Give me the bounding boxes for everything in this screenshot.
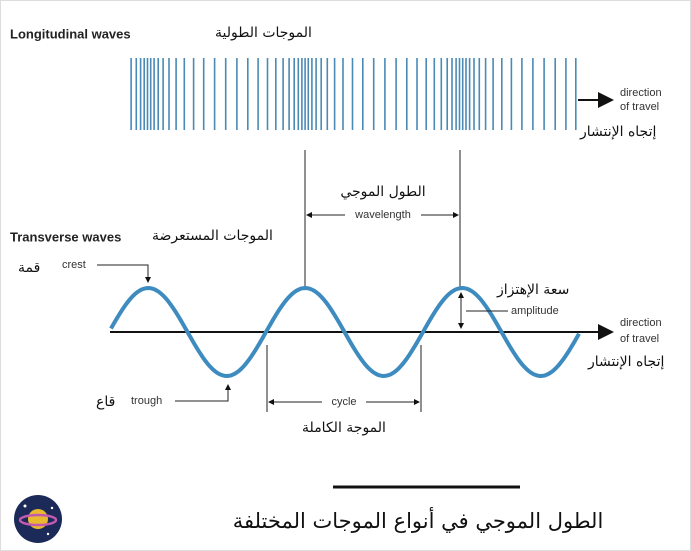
cycle-label-ar: الموجة الكاملة [302, 420, 386, 436]
crest-pointer [97, 264, 151, 283]
label-bg [345, 207, 421, 223]
footer-title: الطول الموجي في أنواع الموجات المختلفة [233, 507, 604, 533]
longitudinal-label-ar: الموجات الطولية [215, 25, 312, 41]
transverse-label-ar: الموجات المستعرضة [152, 228, 273, 244]
direction-text: of travel [620, 101, 659, 113]
amplitude-label: amplitude [511, 305, 559, 317]
trough-label: trough [131, 395, 162, 407]
trough-pointer [175, 384, 231, 402]
trough-label-ar: قاع [96, 394, 115, 410]
crest-label-ar: قمة [18, 260, 40, 276]
wavelength-label-ar: الطول الموجي [340, 184, 425, 200]
logo [14, 495, 62, 543]
direction-ar: إتجاه الإنتشار [587, 354, 664, 370]
label-bg [322, 394, 366, 410]
direction-text: direction [620, 87, 662, 99]
amplitude-label-ar: سعة الإهتزاز [496, 282, 569, 298]
direction-ar: إتجاه الإنتشار [579, 124, 656, 140]
transverse-wave [109, 285, 581, 379]
longitudinal-wave [130, 58, 577, 130]
transverse-label: Transverse waves [10, 229, 121, 244]
longitudinal-label: Longitudinal waves [10, 26, 131, 41]
crest-label: crest [62, 259, 86, 271]
wavelength-label: wavelength [354, 209, 411, 221]
direction-text: direction [620, 317, 662, 329]
direction-text: of travel [620, 333, 659, 345]
cycle-label: cycle [331, 396, 356, 408]
